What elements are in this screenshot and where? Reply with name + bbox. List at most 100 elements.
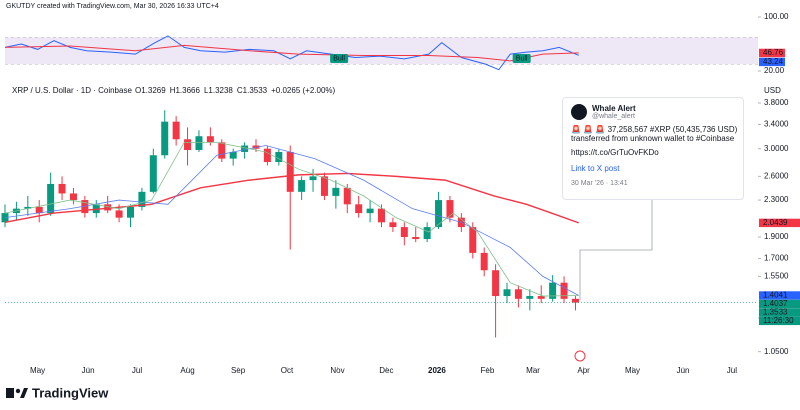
candle-body <box>537 296 545 299</box>
candle-body <box>149 155 157 192</box>
tweet-card: Whale Alert @whale_alert 🚨 🚨 🚨 37,258,567… <box>562 97 744 200</box>
x-tick-label: Jun <box>82 366 95 375</box>
price-label: 2.0439 <box>763 218 788 227</box>
candle-body <box>1 213 9 223</box>
x-tick-label: Aug <box>180 366 194 375</box>
candle-body <box>320 176 328 196</box>
price-label: 1.3533 <box>763 308 788 317</box>
signal-box <box>330 54 349 63</box>
tweet-link[interactable]: Link to X post <box>571 164 620 173</box>
x-tick-label: Oct <box>281 366 294 375</box>
candle-body <box>218 142 226 159</box>
x-tick-label: May <box>625 366 640 375</box>
candle-body <box>127 206 134 218</box>
tweet-handle: @whale_alert <box>592 113 635 120</box>
candle-body <box>446 200 454 218</box>
price-label-box <box>759 299 800 309</box>
x-tick-label: Sep <box>231 366 246 375</box>
candle-body <box>514 289 522 299</box>
tweet-url[interactable]: https://t.co/GrTuOvFKDo <box>571 148 659 157</box>
logo <box>6 388 28 398</box>
candle-body <box>172 121 180 140</box>
y-tick-label: 100.00 <box>764 12 789 21</box>
candle-body <box>355 204 363 214</box>
countdown: 11:26:30 <box>763 316 794 325</box>
candle-body <box>480 252 488 271</box>
y-tick-label: 20.00 <box>764 66 785 75</box>
x-tick-label: Jun <box>677 366 690 375</box>
candle-body <box>332 187 340 196</box>
price-label-box <box>759 291 800 300</box>
x-tick-label: 2026 <box>428 366 446 375</box>
candle-body <box>571 298 579 303</box>
candle-body <box>275 151 283 163</box>
x-tick-label: Jul <box>727 366 737 375</box>
rsi-value-box <box>759 48 785 58</box>
price-label: 1.4037 <box>763 299 788 308</box>
candle-body <box>138 191 146 207</box>
candle-body <box>492 270 500 297</box>
candle-body <box>526 296 534 299</box>
y-tick-label: 3.0000 <box>764 144 789 153</box>
y-tick-label: 3.8000 <box>764 98 789 107</box>
candle-body <box>69 193 77 201</box>
x-tick-label: Nov <box>330 366 344 375</box>
candle-body <box>35 206 43 214</box>
ohlc-value: H1.3666 <box>170 86 201 95</box>
candle-body <box>24 206 32 209</box>
candle-body <box>81 200 89 214</box>
ohlc-value: O1.3269 <box>135 86 166 95</box>
signal-label: Bull <box>516 55 528 62</box>
y-tick-label: 1.9000 <box>764 232 789 241</box>
price-label: 1.4041 <box>763 291 788 300</box>
countdown-box <box>759 316 800 326</box>
y-tick-label: 3.4000 <box>764 120 789 129</box>
tweet-line: 37,258,567 #XRP (50,435,736 USD) <box>607 125 738 134</box>
emoji: 🚨 🚨 🚨 <box>571 125 606 134</box>
candle-body <box>161 121 169 156</box>
caption: GKUTDY created with TradingView.com, Mar… <box>6 3 219 10</box>
candle-body <box>47 183 55 214</box>
candle-body <box>549 282 557 299</box>
candle-body <box>423 227 431 240</box>
candle-body <box>400 227 408 238</box>
candle-body <box>366 208 374 214</box>
candle-body <box>560 282 568 299</box>
candle-body <box>184 139 192 150</box>
ohlc-value: +0.0265 (+2.00%) <box>271 86 335 95</box>
candle-body <box>469 227 477 253</box>
tweet-name: Whale Alert <box>592 104 636 113</box>
candle-body <box>195 136 203 150</box>
rsi-value: 43.24 <box>763 57 784 66</box>
y-tick-label: 1.0500 <box>764 347 789 356</box>
candle-body <box>115 210 123 218</box>
flag-icon <box>574 350 586 362</box>
rsi-value: 46.76 <box>763 48 784 57</box>
brand: TradingView <box>32 385 109 400</box>
x-tick-label: May <box>30 366 45 375</box>
symbol-title: XRP / U.S. Dollar · 1D · Coinbase <box>12 86 132 95</box>
callout-line <box>579 200 653 300</box>
candle-body <box>298 180 306 192</box>
y-axis-label: USD <box>764 86 781 95</box>
x-tick-label: Feb <box>481 366 495 375</box>
moving-average <box>4 141 579 297</box>
y-tick-label: 2.6000 <box>764 171 789 180</box>
candle-body <box>263 148 271 163</box>
tweet-line: transferred from unknown wallet to #Coin… <box>571 134 735 143</box>
candle-body <box>378 208 385 223</box>
candle-body <box>343 187 351 205</box>
candle-body <box>104 204 112 211</box>
y-tick-label: 2.3000 <box>764 195 789 204</box>
candle-body <box>309 176 317 181</box>
signal-label: Bull <box>333 55 345 62</box>
x-tick-label: Mar <box>526 366 540 375</box>
candle-body <box>229 151 237 159</box>
candle-body <box>286 151 294 192</box>
x-tick-label: Dec <box>379 366 393 375</box>
y-tick-label: 1.7000 <box>764 254 789 263</box>
moving-average <box>4 172 579 224</box>
candle-body <box>503 289 511 297</box>
